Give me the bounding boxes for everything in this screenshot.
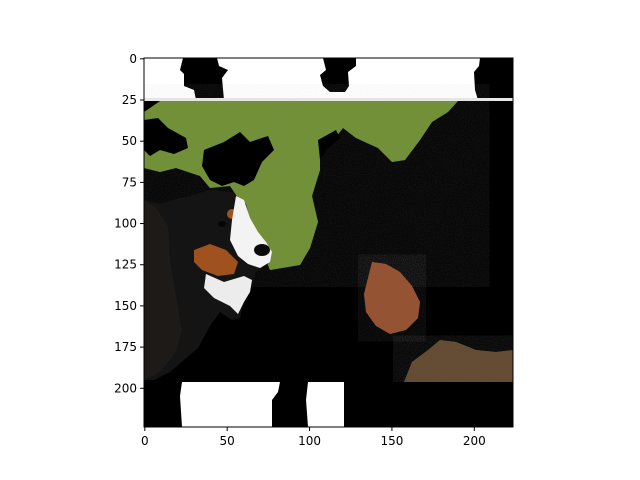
x-tick-label: 200	[463, 434, 486, 448]
dog-head	[144, 190, 272, 380]
x-axis: 0 50 100 150 200	[141, 427, 486, 448]
y-tick-label: 175	[114, 340, 137, 354]
x-tick-label: 150	[380, 434, 403, 448]
y-tick-label: 125	[114, 258, 137, 272]
y-tick-label: 200	[114, 381, 137, 395]
x-tick-label: 0	[141, 434, 149, 448]
white-band-bottom	[144, 382, 513, 427]
image-plot-area	[144, 58, 513, 427]
axes-frame	[143, 57, 514, 428]
y-tick-label: 0	[129, 52, 137, 66]
grass-region	[144, 101, 458, 270]
y-tick-label: 25	[122, 93, 137, 107]
y-tick-label: 75	[122, 175, 137, 189]
x-tick-label: 100	[298, 434, 321, 448]
y-tick-label: 150	[114, 299, 137, 313]
y-tick-label: 50	[122, 134, 137, 148]
y-axis: 0 25 50 75 100 125 150 175 200	[114, 52, 144, 395]
x-tick-label: 50	[220, 434, 235, 448]
white-band-top	[144, 58, 513, 101]
y-tick-label: 100	[114, 217, 137, 231]
